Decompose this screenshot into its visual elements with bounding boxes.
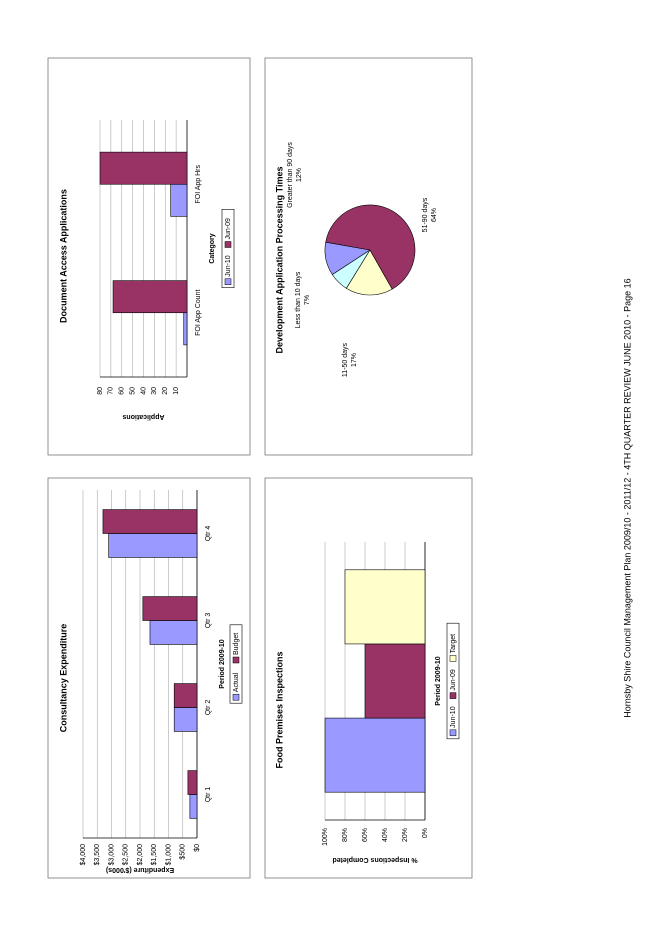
- y-axis-title: % Inspections Completed: [332, 856, 417, 863]
- pie-slice: [325, 204, 416, 290]
- legend-label: Jun-09: [450, 669, 457, 691]
- y-tick-label: $1,500: [151, 844, 158, 866]
- y-tick-label: 20%: [402, 828, 409, 842]
- bar: [112, 280, 188, 314]
- bar: [187, 770, 198, 795]
- y-axis-title: Applications: [122, 413, 164, 420]
- y-tick-label: 0%: [422, 828, 429, 838]
- y-tick-label: $3,500: [94, 844, 101, 866]
- y-tick-label: 40%: [382, 828, 389, 842]
- x-axis-title: Period 2009-10: [435, 656, 442, 706]
- pie-slice: [346, 249, 393, 296]
- y-tick-label: 10: [173, 387, 180, 395]
- bar: [173, 707, 198, 732]
- y-tick-label: 30: [151, 387, 158, 395]
- y-tick-label: 50: [129, 387, 136, 395]
- legend-label: Jun-09: [225, 218, 232, 240]
- y-tick-label: $2,000: [137, 844, 144, 866]
- slice-label: 11-50 days: [342, 342, 349, 377]
- slice-value: 17%: [351, 353, 358, 367]
- legend-swatch: [449, 692, 457, 699]
- chart-title: Document Access Applications: [58, 189, 68, 323]
- legend-box: [229, 624, 243, 704]
- x-tick-label: Qtr 3: [205, 613, 212, 629]
- legend-swatch: [224, 278, 232, 285]
- legend-label: Jun-10: [450, 706, 457, 728]
- legend-box: [446, 622, 460, 740]
- y-tick-label: $0: [194, 844, 201, 852]
- x-tick-label: FOI App Count: [195, 290, 202, 336]
- legend-box: [221, 209, 235, 289]
- y-tick-label: $4,000: [80, 844, 87, 866]
- chart-title: Development Application Processing Times: [274, 166, 284, 353]
- legend-swatch: [232, 656, 240, 664]
- bar: [149, 620, 198, 645]
- x-tick-label: Qtr 4: [205, 526, 212, 542]
- bar: [102, 509, 198, 534]
- y-tick-label: 80: [97, 387, 104, 395]
- legend-label: Budget: [233, 633, 240, 655]
- y-tick-label: $2,500: [123, 844, 130, 866]
- legend-label: Target: [450, 634, 457, 654]
- panel: [47, 477, 251, 879]
- legend-label: Actual: [233, 672, 240, 692]
- bar: [170, 183, 188, 217]
- slice-label: 51-90 days: [422, 197, 429, 232]
- bar: [173, 683, 198, 708]
- bar: [324, 717, 426, 793]
- y-tick-label: 80%: [342, 828, 349, 842]
- y-tick-label: 40: [140, 387, 147, 395]
- chart-title: Consultancy Expenditure: [58, 624, 68, 733]
- legend-swatch: [449, 655, 457, 662]
- panel: [47, 57, 251, 456]
- slice-value: 7%: [304, 295, 311, 305]
- bar: [189, 794, 198, 819]
- y-tick-label: $1,000: [165, 844, 172, 866]
- bar: [364, 643, 426, 719]
- y-tick-label: $3,000: [108, 844, 115, 866]
- bar: [108, 533, 198, 558]
- y-tick-label: 70: [108, 387, 115, 395]
- x-tick-label: FOI App Hrs: [195, 164, 202, 203]
- slice-value: 12%: [296, 168, 303, 182]
- footer: Hornsby Shire Council Management Plan 20…: [622, 278, 632, 717]
- slice-label: Greater than 90 days: [287, 142, 294, 208]
- y-tick-label: $500: [180, 844, 187, 860]
- slice-label: Less than 10 days: [295, 271, 302, 328]
- slice-value: 64%: [431, 208, 438, 222]
- legend-label: Jun-10: [225, 255, 232, 277]
- y-tick-label: 60%: [362, 828, 369, 842]
- y-tick-label: 20: [162, 387, 169, 395]
- chart-title: Food Premises Inspections: [274, 651, 284, 768]
- legend-swatch: [224, 241, 232, 248]
- x-axis-title: Category: [209, 233, 216, 263]
- x-tick-label: Qtr 1: [205, 787, 212, 803]
- y-axis-title: Expenditure ($'000s): [106, 866, 174, 873]
- legend-swatch: [449, 729, 457, 737]
- x-tick-label: Qtr 2: [205, 700, 212, 716]
- y-tick-label: 60: [119, 387, 126, 395]
- bar: [142, 596, 198, 621]
- y-tick-label: 100%: [322, 828, 329, 846]
- legend-swatch: [232, 693, 240, 701]
- bar: [183, 312, 188, 346]
- bar: [99, 151, 188, 185]
- bar: [344, 569, 426, 645]
- x-axis-title: Period 2009-10: [219, 639, 226, 689]
